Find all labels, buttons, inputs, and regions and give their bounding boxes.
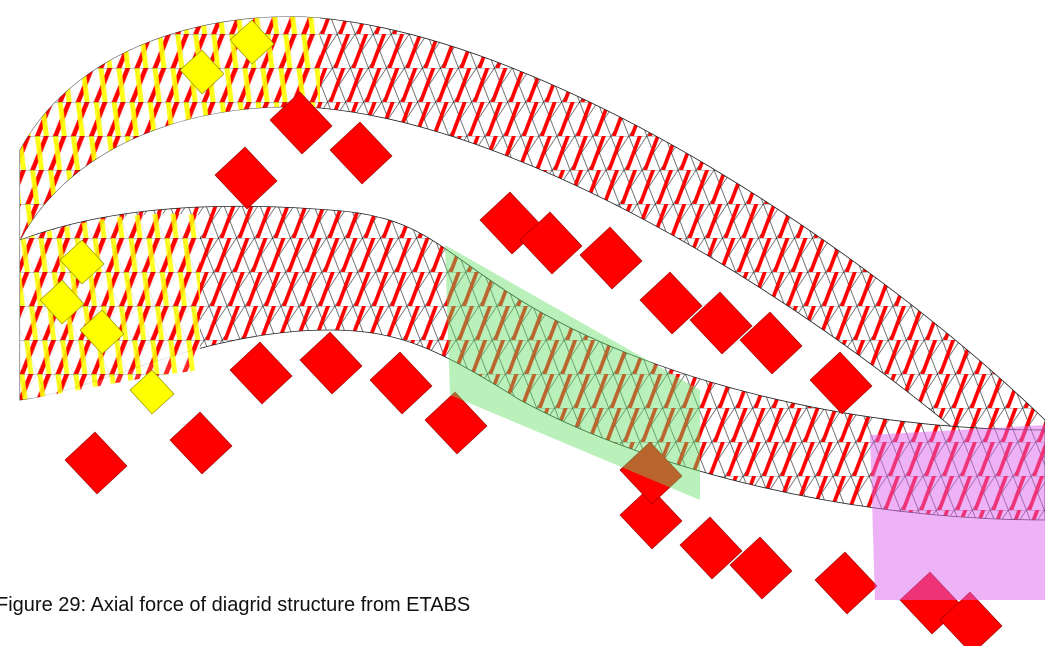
figure-caption: Figure 29: Axial force of diagrid struct… [0,594,470,617]
back-wall-left [20,17,320,240]
page: Figure 29: Axial force of diagrid struct… [0,0,1045,646]
highlight-pink [870,425,1045,600]
structure-figure [0,0,1045,646]
